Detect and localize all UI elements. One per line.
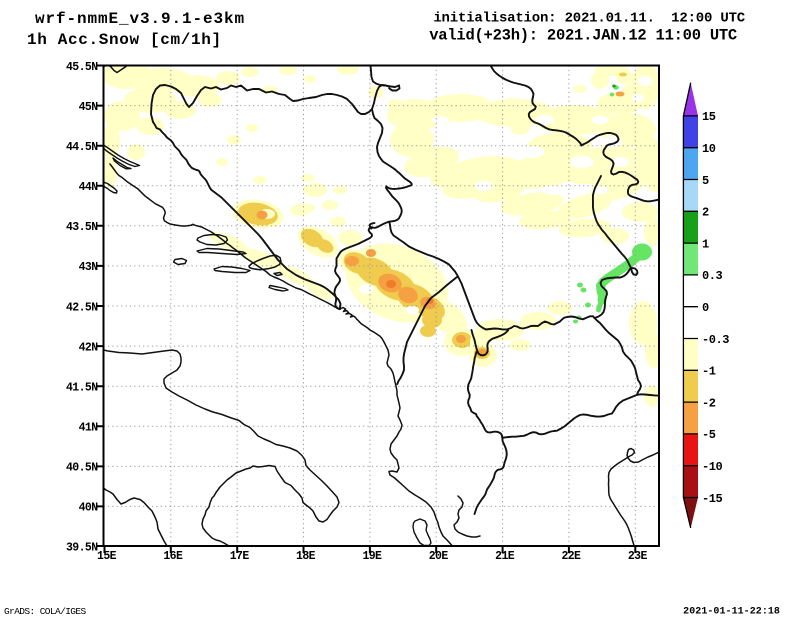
svg-text:44.5N: 44.5N	[66, 141, 98, 154]
svg-text:1h Acc.Snow [cm/1h]: 1h Acc.Snow [cm/1h]	[27, 31, 222, 49]
svg-text:15: 15	[702, 110, 716, 124]
svg-text:41.5N: 41.5N	[66, 382, 98, 395]
svg-text:wrf-nmmE_v3.9.1-e3km: wrf-nmmE_v3.9.1-e3km	[35, 10, 245, 28]
svg-text:45.5N: 45.5N	[66, 61, 98, 74]
svg-text:valid(+23h): 2021.JAN.12 11:00: valid(+23h): 2021.JAN.12 11:00 UTC	[429, 27, 737, 45]
svg-text:initialisation: 2021.01.11. 1: initialisation: 2021.01.11. 12:00 UTC	[433, 11, 745, 27]
svg-text:41N: 41N	[79, 422, 99, 435]
svg-text:15E: 15E	[97, 550, 117, 563]
svg-text:42.5N: 42.5N	[66, 301, 98, 314]
svg-text:GrADS: COLA/IGES: GrADS: COLA/IGES	[4, 606, 87, 617]
svg-text:1: 1	[702, 237, 709, 251]
svg-text:44N: 44N	[79, 181, 99, 194]
svg-text:2021-01-11-22:18: 2021-01-11-22:18	[683, 607, 780, 618]
svg-text:-2: -2	[702, 396, 716, 410]
svg-text:19E: 19E	[362, 550, 382, 563]
svg-text:22E: 22E	[561, 550, 581, 563]
svg-text:39.5N: 39.5N	[66, 541, 98, 554]
svg-text:20E: 20E	[429, 550, 449, 563]
svg-text:10: 10	[702, 142, 716, 156]
svg-text:43.5N: 43.5N	[66, 221, 98, 234]
svg-text:45N: 45N	[79, 101, 99, 114]
svg-text:40.5N: 40.5N	[66, 462, 98, 475]
svg-text:-5: -5	[702, 428, 716, 442]
svg-text:-1: -1	[702, 365, 716, 379]
svg-text:21E: 21E	[495, 550, 515, 563]
svg-text:18E: 18E	[296, 550, 316, 563]
svg-text:5: 5	[702, 174, 709, 188]
svg-text:-0.3: -0.3	[702, 333, 729, 347]
svg-text:43N: 43N	[79, 261, 99, 274]
svg-text:-10: -10	[702, 460, 723, 474]
svg-text:16E: 16E	[163, 550, 183, 563]
svg-text:40N: 40N	[79, 502, 99, 515]
svg-text:23E: 23E	[628, 550, 648, 563]
svg-text:0: 0	[702, 301, 709, 315]
svg-text:0.3: 0.3	[702, 269, 723, 283]
svg-text:42N: 42N	[79, 341, 99, 354]
svg-text:17E: 17E	[230, 550, 250, 563]
svg-text:-15: -15	[702, 492, 723, 506]
svg-text:2: 2	[702, 206, 709, 220]
